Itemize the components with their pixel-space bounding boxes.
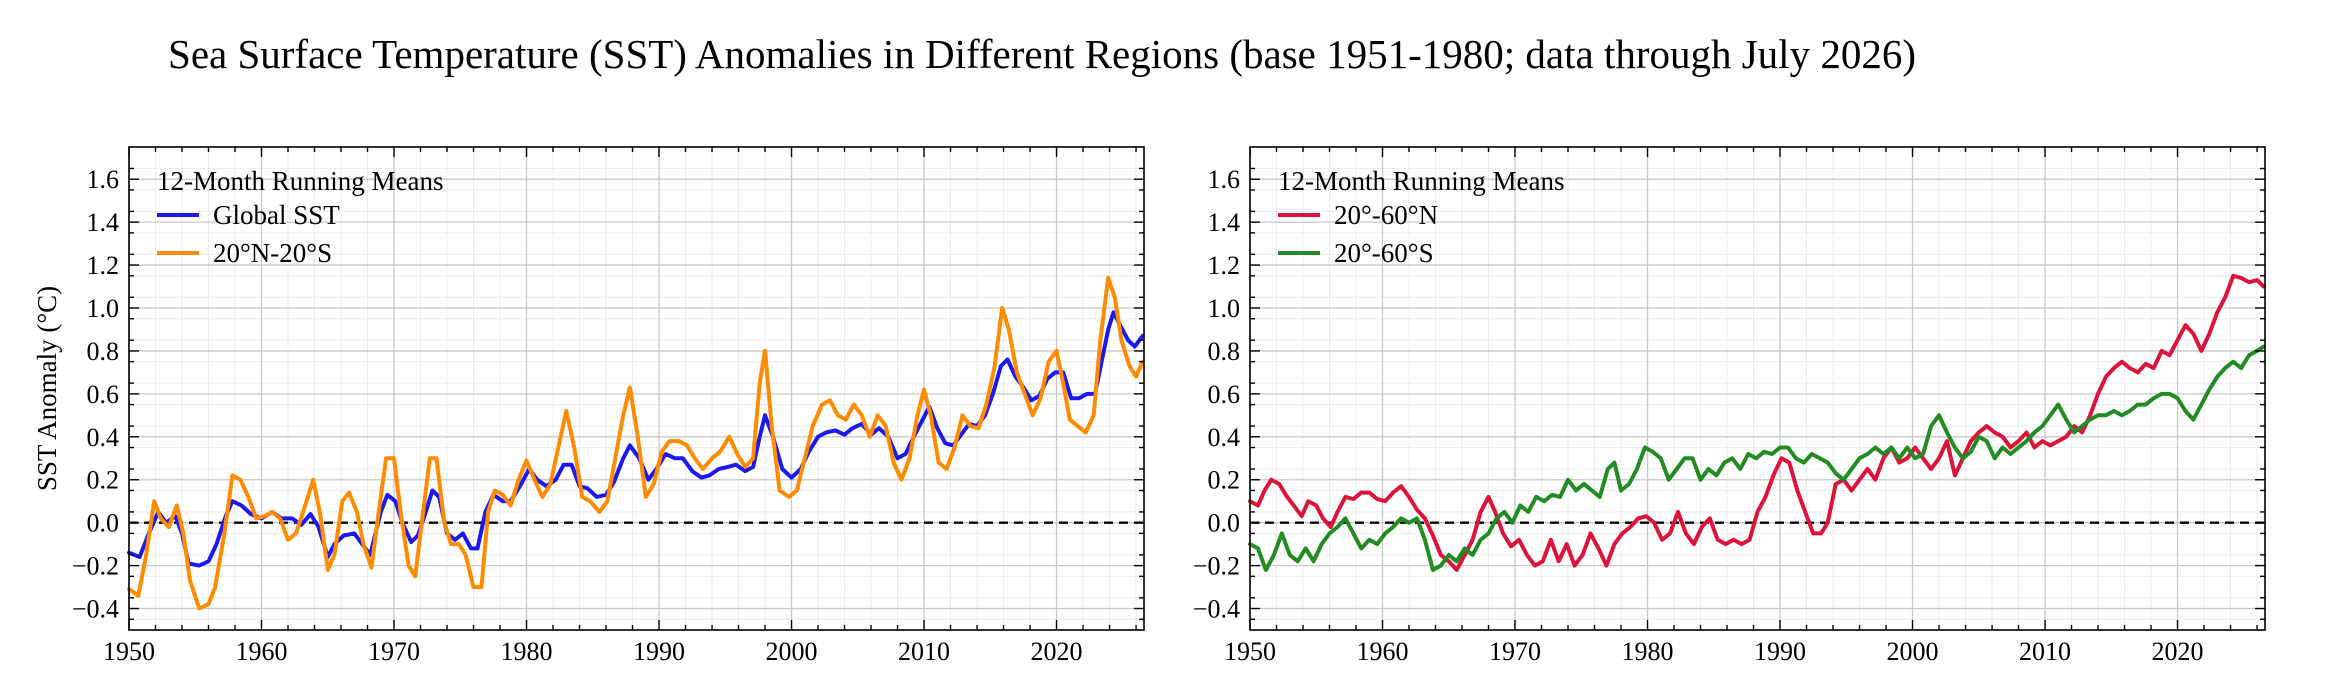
legend-entry: 20°-60°N <box>1334 200 1438 230</box>
y-tick-label: 1.6 <box>1208 165 1241 194</box>
legend-entry: Global SST <box>213 200 340 230</box>
legend-title: 12-Month Running Means <box>1278 166 1565 196</box>
y-tick-label: 1.0 <box>1208 294 1241 323</box>
x-tick-label: 1990 <box>1754 637 1806 666</box>
y-tick-label: 0.2 <box>87 466 120 495</box>
series-line-1 <box>1248 344 2266 572</box>
series-line-0 <box>1248 273 2266 572</box>
major-grid <box>128 147 1144 630</box>
x-tick-label: 2000 <box>1887 637 1939 666</box>
x-tick-label: 1950 <box>1224 637 1276 666</box>
y-tick-label: 0.2 <box>1208 466 1241 495</box>
x-tick-label: 1970 <box>1489 637 1541 666</box>
y-tick-label: 0.6 <box>87 380 120 409</box>
series-line-0 <box>127 310 1145 568</box>
axes-frame <box>1249 146 2266 631</box>
y-tick-label: 0.8 <box>1208 337 1241 366</box>
right-panel: −0.4 −0.2 0.0 0.2 0.4 0.6 0.8 1.0 1.2 1.4 1.6 1950 1… <box>1193 146 2266 666</box>
legend: 12-Month Running Means Global SST 20°N-20°… <box>157 166 444 268</box>
x-tick-label: 1980 <box>1622 637 1674 666</box>
series-line-1 <box>127 275 1145 611</box>
y-tick-label: −0.2 <box>72 552 119 581</box>
legend-entry: 20°-60°S <box>1334 238 1434 268</box>
x-tick-label: 1960 <box>236 637 288 666</box>
ticks <box>128 147 1144 630</box>
y-tick-label: −0.4 <box>1193 595 1240 624</box>
x-tick-label: 1990 <box>633 637 685 666</box>
x-tick-label: 1960 <box>1357 637 1409 666</box>
y-tick-label: 1.4 <box>1208 208 1241 237</box>
legend-title: 12-Month Running Means <box>157 166 444 196</box>
x-tick-label: 2010 <box>2019 637 2071 666</box>
minor-grid <box>129 147 1144 630</box>
x-tick-label: 2000 <box>766 637 818 666</box>
figure-title: Sea Surface Temperature (SST) Anomalies … <box>168 31 1916 77</box>
y-tick-label: 0.8 <box>87 337 120 366</box>
x-tick-label: 1980 <box>501 637 553 666</box>
y-tick-label: 1.4 <box>87 208 120 237</box>
y-tick-label: 0.0 <box>1208 509 1241 538</box>
legend-entry: 20°N-20°S <box>213 238 332 268</box>
y-tick-label: 1.0 <box>87 294 120 323</box>
x-tick-label: 2020 <box>1031 637 1083 666</box>
x-tick-label: 1970 <box>368 637 420 666</box>
minor-grid <box>1250 147 2265 630</box>
y-tick-label: 0.4 <box>87 423 120 452</box>
y-tick-label: 1.2 <box>1208 251 1241 280</box>
y-tick-label: 1.2 <box>87 251 120 280</box>
x-tick-label: 2020 <box>2152 637 2204 666</box>
left-panel: −0.4 −0.2 0.0 0.2 0.4 0.6 0.8 1.0 1.2 1.4 1.6 1950 1… <box>32 146 1145 666</box>
y-tick-label: 1.6 <box>87 165 120 194</box>
y-tick-label: 0.6 <box>1208 380 1241 409</box>
axes-frame <box>128 146 1145 631</box>
y-tick-label: 0.0 <box>87 509 120 538</box>
x-tick-label: 2010 <box>898 637 950 666</box>
y-tick-label: −0.4 <box>72 595 119 624</box>
x-tick-label: 1950 <box>103 637 155 666</box>
legend: 12-Month Running Means 20°-60°N 20°-60°S <box>1278 166 1565 268</box>
y-tick-label: 0.4 <box>1208 423 1241 452</box>
y-tick-label: −0.2 <box>1193 552 1240 581</box>
ticks <box>1249 147 2265 630</box>
y-axis-label: SST Anomaly (°C) <box>32 286 62 491</box>
